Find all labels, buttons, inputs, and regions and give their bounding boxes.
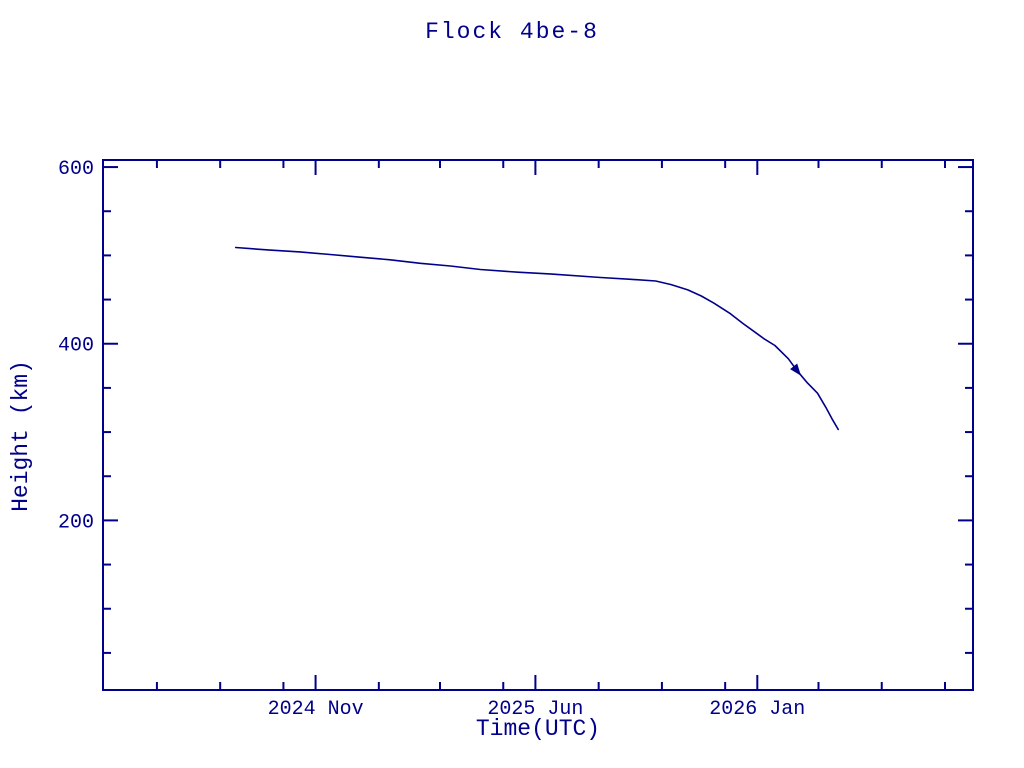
- x-axis-label: Time(UTC): [475, 716, 601, 742]
- y-tick-label: 200: [58, 511, 94, 534]
- x-tick-label: 2024 Nov: [268, 698, 364, 721]
- x-tick-label: 2026 Jan: [709, 698, 805, 721]
- y-tick-label: 600: [58, 158, 94, 181]
- x-tick-label: 2025 Jun: [487, 698, 583, 721]
- epoch-arrow-marker: [790, 363, 802, 376]
- plot-frame: [102, 159, 974, 691]
- y-tick-label: 400: [58, 335, 94, 358]
- predicted-orbit-height-curve: [234, 246, 840, 431]
- chart-title: Flock 4be-8: [425, 19, 599, 45]
